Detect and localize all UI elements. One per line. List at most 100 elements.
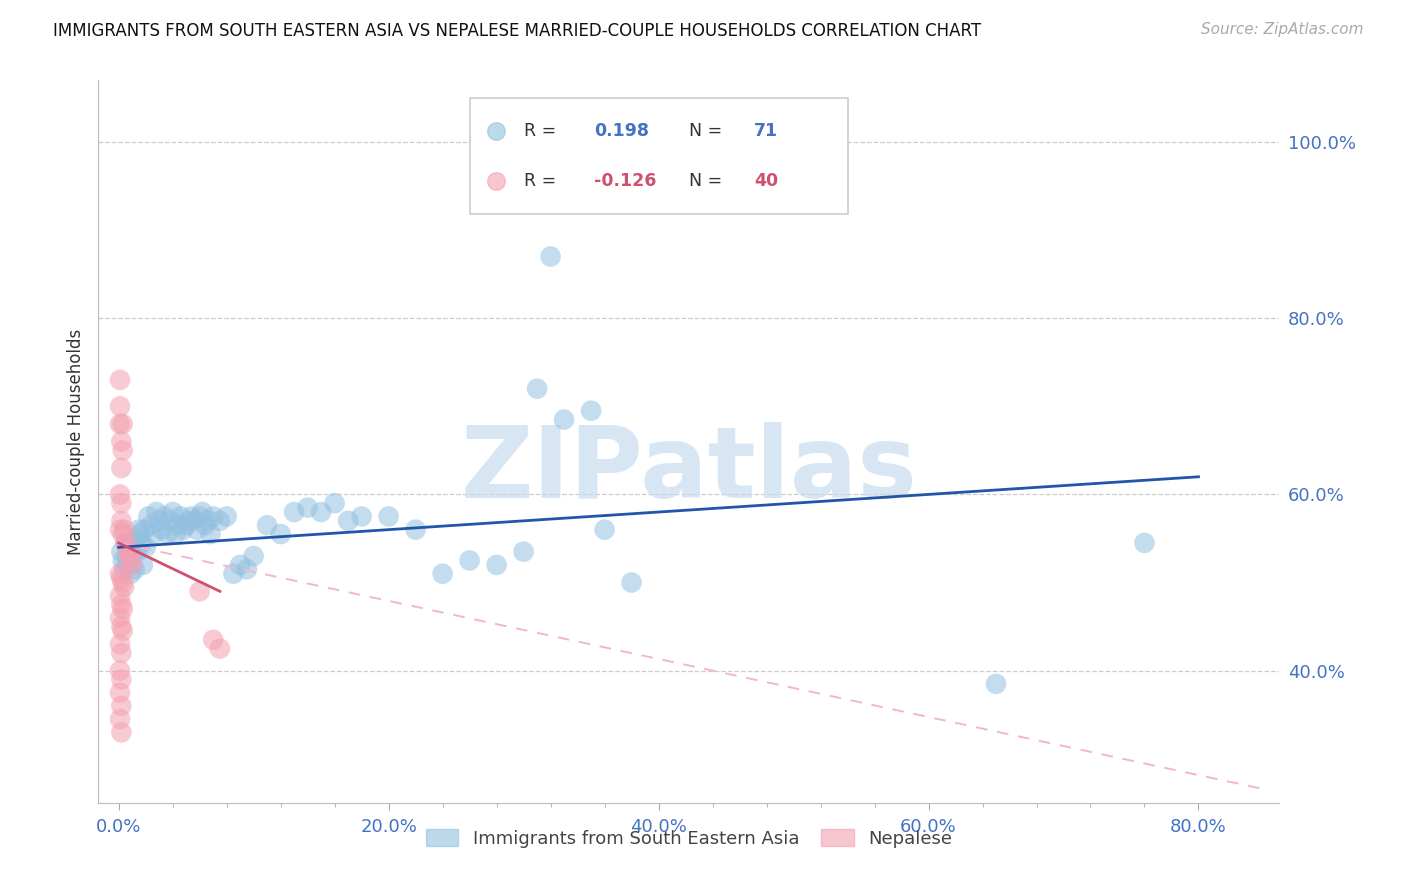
Point [200, 527, 222, 541]
Point [129, 527, 152, 541]
Point [202, 632, 225, 647]
Point [120, 566, 142, 581]
Point [108, 523, 131, 537]
Point [124, 562, 146, 576]
Point [108, 637, 131, 651]
Point [512, 544, 534, 558]
Point [188, 509, 211, 524]
Point [112, 562, 135, 576]
Point [121, 549, 143, 563]
Point [194, 518, 217, 533]
Point [174, 518, 197, 533]
Text: -0.126: -0.126 [595, 172, 657, 190]
Point [256, 518, 278, 533]
Point [167, 518, 190, 533]
Point [118, 549, 141, 563]
Text: IMMIGRANTS FROM SOUTH EASTERN ASIA VS NEPALESE MARRIED-COUPLE HOUSEHOLDS CORRELA: IMMIGRANTS FROM SOUTH EASTERN ASIA VS NE… [53, 22, 981, 40]
FancyBboxPatch shape [471, 98, 848, 214]
Point [115, 549, 138, 563]
Point [111, 575, 134, 590]
Point [110, 725, 132, 739]
Point [323, 496, 346, 510]
Point [202, 509, 225, 524]
Point [177, 514, 200, 528]
Point [108, 664, 131, 678]
Point [108, 611, 131, 625]
Text: 0.198: 0.198 [595, 122, 650, 140]
Point [110, 619, 132, 633]
Point [283, 505, 305, 519]
Point [405, 523, 427, 537]
Point [138, 509, 160, 524]
Point [139, 518, 162, 533]
Point [562, 196, 585, 211]
Point [111, 602, 134, 616]
Point [197, 514, 219, 528]
Point [110, 514, 132, 528]
Point [337, 514, 360, 528]
Point [142, 527, 165, 541]
Point [135, 541, 157, 555]
Point [620, 575, 643, 590]
Point [145, 505, 167, 519]
Point [127, 544, 149, 558]
Point [191, 505, 214, 519]
Point [111, 624, 134, 638]
Point [110, 544, 132, 558]
Point [215, 509, 238, 524]
Y-axis label: Married-couple Households: Married-couple Households [66, 328, 84, 555]
Point [984, 677, 1007, 691]
Point [131, 536, 153, 550]
Point [350, 509, 373, 524]
Point [108, 686, 131, 700]
Point [172, 523, 194, 537]
Point [117, 558, 139, 572]
Point [165, 527, 187, 541]
Point [242, 549, 264, 563]
Point [108, 417, 131, 431]
Point [111, 553, 134, 567]
Point [128, 523, 150, 537]
Point [170, 509, 193, 524]
Point [114, 536, 136, 550]
Text: N =: N = [689, 172, 728, 190]
Point [148, 514, 170, 528]
Point [134, 523, 156, 537]
Text: R =: R = [523, 172, 561, 190]
Point [122, 536, 145, 550]
Point [222, 566, 245, 581]
Text: ZIPatlas: ZIPatlas [461, 422, 917, 519]
Point [180, 509, 202, 524]
Point [121, 558, 143, 572]
Point [150, 523, 173, 537]
Point [110, 571, 132, 585]
Point [159, 514, 181, 528]
Point [229, 558, 252, 572]
Point [270, 527, 292, 541]
Point [297, 500, 319, 515]
Point [111, 417, 134, 431]
Point [377, 509, 399, 524]
Point [458, 553, 481, 567]
Point [111, 443, 134, 458]
Point [208, 641, 231, 656]
Point [110, 673, 132, 687]
Point [110, 496, 132, 510]
Point [188, 584, 211, 599]
Text: N =: N = [689, 122, 728, 140]
Point [125, 532, 148, 546]
Point [110, 698, 132, 713]
Point [108, 487, 131, 501]
Point [432, 566, 454, 581]
Point [183, 514, 205, 528]
Point [132, 558, 155, 572]
Point [110, 434, 132, 449]
Point [117, 544, 139, 558]
Point [186, 523, 208, 537]
Point [208, 514, 231, 528]
Point [485, 558, 508, 572]
Point [108, 373, 131, 387]
Text: Source: ZipAtlas.com: Source: ZipAtlas.com [1201, 22, 1364, 37]
Point [120, 553, 142, 567]
Point [1133, 536, 1156, 550]
